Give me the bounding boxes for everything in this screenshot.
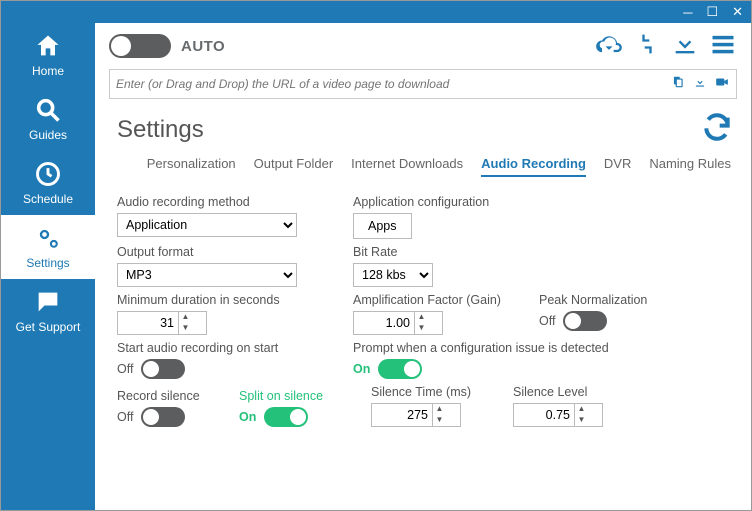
menu-icon[interactable] — [709, 30, 737, 63]
split-silence-state: On — [239, 410, 256, 424]
minimize-button[interactable]: ─ — [683, 5, 692, 20]
auto-toggle[interactable] — [109, 34, 171, 58]
start-toggle[interactable] — [141, 359, 185, 379]
auto-label: AUTO — [181, 38, 225, 55]
start-state: Off — [117, 362, 133, 376]
output-format-select[interactable]: MP3 — [117, 263, 297, 287]
apps-button[interactable]: Apps — [353, 213, 412, 239]
sidebar-item-home[interactable]: Home — [1, 23, 95, 87]
label-split-silence: Split on silence — [239, 389, 349, 403]
record-silence-toggle[interactable] — [141, 407, 185, 427]
main-panel: AUTO Settings Personalization Output Fol… — [95, 23, 751, 510]
silence-time-input[interactable] — [372, 408, 432, 422]
label-prompt-issue: Prompt when a configuration issue is det… — [353, 341, 733, 355]
tab-dvr[interactable]: DVR — [604, 156, 631, 177]
silence-level-stepper[interactable]: ▲▼ — [513, 403, 603, 427]
sidebar-item-label: Home — [32, 64, 64, 78]
settings-tabs: Personalization Output Folder Internet D… — [117, 156, 733, 177]
paste-icon[interactable] — [670, 75, 686, 94]
bit-rate-select[interactable]: 128 kbs — [353, 263, 433, 287]
silence-level-input[interactable] — [514, 408, 574, 422]
label-output-format: Output format — [117, 245, 337, 259]
sidebar-item-label: Get Support — [16, 320, 81, 334]
maximize-button[interactable]: ☐ — [706, 4, 718, 20]
label-start-on-start: Start audio recording on start — [117, 341, 337, 355]
sidebar-item-label: Guides — [29, 128, 67, 142]
amp-factor-input[interactable] — [354, 316, 414, 330]
cloud-download-icon[interactable] — [595, 30, 623, 63]
sidebar-item-schedule[interactable]: Schedule — [1, 151, 95, 215]
tab-internet-downloads[interactable]: Internet Downloads — [351, 156, 463, 177]
sidebar-item-support[interactable]: Get Support — [1, 279, 95, 343]
toolbar: AUTO — [95, 23, 751, 69]
collapse-icon[interactable] — [633, 30, 661, 63]
peak-norm-toggle[interactable] — [563, 311, 607, 331]
sidebar-item-settings[interactable]: Settings — [1, 215, 95, 279]
reset-icon[interactable] — [701, 111, 733, 148]
sidebar-item-label: Settings — [26, 256, 69, 270]
tab-naming-rules[interactable]: Naming Rules — [649, 156, 731, 177]
label-app-config: Application configuration — [353, 195, 733, 209]
peak-norm-state: Off — [539, 314, 555, 328]
close-button[interactable]: ✕ — [732, 4, 743, 20]
min-duration-stepper[interactable]: ▲▼ — [117, 311, 207, 335]
label-amp-factor: Amplification Factor (Gain) — [353, 293, 523, 307]
split-silence-toggle[interactable] — [264, 407, 308, 427]
chat-icon — [34, 288, 62, 316]
label-method: Audio recording method — [117, 195, 337, 209]
label-silence-time: Silence Time (ms) — [371, 385, 491, 399]
tab-output-folder[interactable]: Output Folder — [254, 156, 334, 177]
download-small-icon[interactable] — [692, 75, 708, 94]
tab-personalization[interactable]: Personalization — [147, 156, 236, 177]
search-icon — [34, 96, 62, 124]
clock-icon — [34, 160, 62, 188]
label-min-duration: Minimum duration in seconds — [117, 293, 337, 307]
tab-audio-recording[interactable]: Audio Recording — [481, 156, 586, 177]
url-input[interactable] — [116, 77, 664, 91]
settings-content: Settings Personalization Output Folder I… — [95, 107, 751, 510]
gears-icon — [34, 224, 62, 252]
url-bar — [109, 69, 737, 99]
silence-time-stepper[interactable]: ▲▼ — [371, 403, 461, 427]
settings-form: Audio recording method Application Appli… — [117, 195, 733, 427]
label-bit-rate: Bit Rate — [353, 245, 733, 259]
label-peak-norm: Peak Normalization — [539, 293, 733, 307]
label-silence-level: Silence Level — [513, 385, 633, 399]
min-duration-input[interactable] — [118, 316, 178, 330]
sidebar-item-label: Schedule — [23, 192, 73, 206]
amp-factor-stepper[interactable]: ▲▼ — [353, 311, 443, 335]
prompt-toggle[interactable] — [378, 359, 422, 379]
home-icon — [34, 32, 62, 60]
download-icon[interactable] — [671, 30, 699, 63]
method-select[interactable]: Application — [117, 213, 297, 237]
label-record-silence: Record silence — [117, 389, 217, 403]
record-silence-state: Off — [117, 410, 133, 424]
sidebar-item-guides[interactable]: Guides — [1, 87, 95, 151]
settings-title: Settings — [117, 116, 204, 144]
record-icon[interactable] — [714, 75, 730, 94]
prompt-state: On — [353, 362, 370, 376]
titlebar: ─ ☐ ✕ — [1, 1, 751, 23]
sidebar: Home Guides Schedule Settings Get Suppor… — [1, 23, 95, 510]
